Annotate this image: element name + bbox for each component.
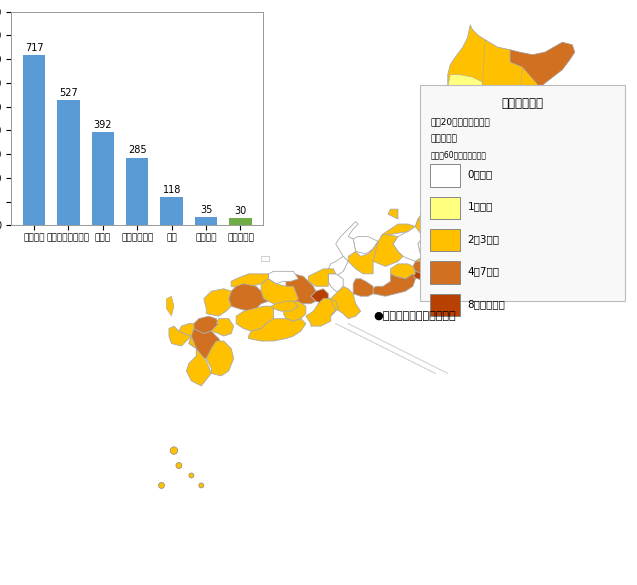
Text: 4～7ヶ年: 4～7ヶ年	[468, 266, 499, 276]
Polygon shape	[194, 316, 218, 333]
Polygon shape	[390, 264, 415, 279]
Polygon shape	[231, 274, 269, 289]
Polygon shape	[435, 236, 460, 266]
Polygon shape	[415, 204, 470, 242]
Polygon shape	[318, 299, 338, 316]
Polygon shape	[328, 256, 348, 276]
Bar	[195, 217, 217, 225]
Text: 8　ヶ年以上: 8 ヶ年以上	[468, 299, 506, 309]
Circle shape	[134, 470, 139, 476]
Polygon shape	[261, 256, 269, 261]
Polygon shape	[271, 301, 298, 311]
Polygon shape	[410, 271, 433, 281]
Text: 717: 717	[25, 43, 43, 53]
Polygon shape	[510, 42, 575, 87]
Polygon shape	[166, 296, 174, 316]
Bar	[126, 157, 148, 225]
Bar	[229, 218, 252, 225]
Text: 527: 527	[59, 88, 78, 98]
Polygon shape	[187, 336, 211, 386]
Polygon shape	[380, 219, 423, 236]
Circle shape	[170, 447, 178, 455]
Polygon shape	[306, 299, 336, 326]
Polygon shape	[189, 329, 224, 359]
Text: 118: 118	[162, 185, 181, 195]
Bar	[161, 197, 183, 225]
Circle shape	[176, 463, 182, 469]
Polygon shape	[448, 75, 483, 107]
Polygon shape	[448, 25, 575, 107]
Bar	[23, 55, 45, 225]
Polygon shape	[455, 139, 480, 187]
Polygon shape	[248, 319, 306, 341]
Text: の発生状況: の発生状況	[431, 135, 457, 143]
Text: 285: 285	[128, 145, 147, 155]
Polygon shape	[179, 324, 196, 336]
Polygon shape	[229, 284, 269, 311]
Text: 2～3ヶ年: 2～3ヶ年	[468, 234, 499, 244]
Polygon shape	[415, 256, 435, 264]
Polygon shape	[211, 319, 234, 336]
Polygon shape	[373, 234, 403, 266]
Text: 【昭和60年～平成公年】: 【昭和60年～平成公年】	[431, 150, 486, 160]
Text: ●わが国の湇水の発生状況: ●わが国の湇水の発生状況	[373, 311, 455, 321]
Text: 最近20年の全国の湇水: 最近20年の全国の湇水	[431, 117, 490, 126]
Polygon shape	[438, 122, 478, 139]
Bar	[431, 261, 460, 284]
Polygon shape	[283, 301, 306, 321]
Polygon shape	[433, 236, 460, 276]
FancyBboxPatch shape	[420, 85, 624, 301]
Text: 湇水発生年数: 湇水発生年数	[501, 97, 543, 110]
Polygon shape	[348, 242, 378, 274]
Polygon shape	[124, 493, 144, 510]
Polygon shape	[428, 122, 458, 152]
Polygon shape	[413, 261, 433, 274]
Bar	[431, 197, 460, 219]
Polygon shape	[328, 274, 343, 291]
Bar	[431, 229, 460, 252]
Bar	[431, 164, 460, 187]
Circle shape	[189, 473, 194, 478]
Polygon shape	[331, 286, 361, 319]
Text: 0　ヶ年: 0 ヶ年	[468, 169, 493, 179]
Polygon shape	[418, 236, 450, 256]
Polygon shape	[236, 306, 273, 331]
Polygon shape	[308, 269, 336, 286]
Polygon shape	[373, 274, 415, 296]
Polygon shape	[336, 222, 358, 261]
Polygon shape	[388, 209, 398, 219]
Polygon shape	[393, 226, 423, 261]
Polygon shape	[445, 159, 480, 187]
Polygon shape	[423, 174, 450, 212]
Polygon shape	[353, 236, 378, 254]
Polygon shape	[269, 271, 298, 284]
Polygon shape	[353, 279, 373, 296]
Text: 30: 30	[234, 206, 247, 216]
Bar	[57, 100, 80, 225]
Polygon shape	[286, 274, 316, 304]
Circle shape	[199, 483, 204, 488]
Polygon shape	[169, 326, 191, 346]
Polygon shape	[311, 289, 328, 304]
Text: 35: 35	[200, 205, 212, 215]
Polygon shape	[261, 279, 298, 306]
Polygon shape	[206, 341, 234, 376]
Text: 392: 392	[94, 120, 112, 130]
Polygon shape	[204, 289, 231, 316]
Polygon shape	[483, 40, 522, 107]
Circle shape	[159, 483, 164, 488]
Bar	[431, 294, 460, 316]
Bar	[92, 132, 114, 225]
Text: 1　ヶ年: 1 ヶ年	[468, 202, 493, 212]
